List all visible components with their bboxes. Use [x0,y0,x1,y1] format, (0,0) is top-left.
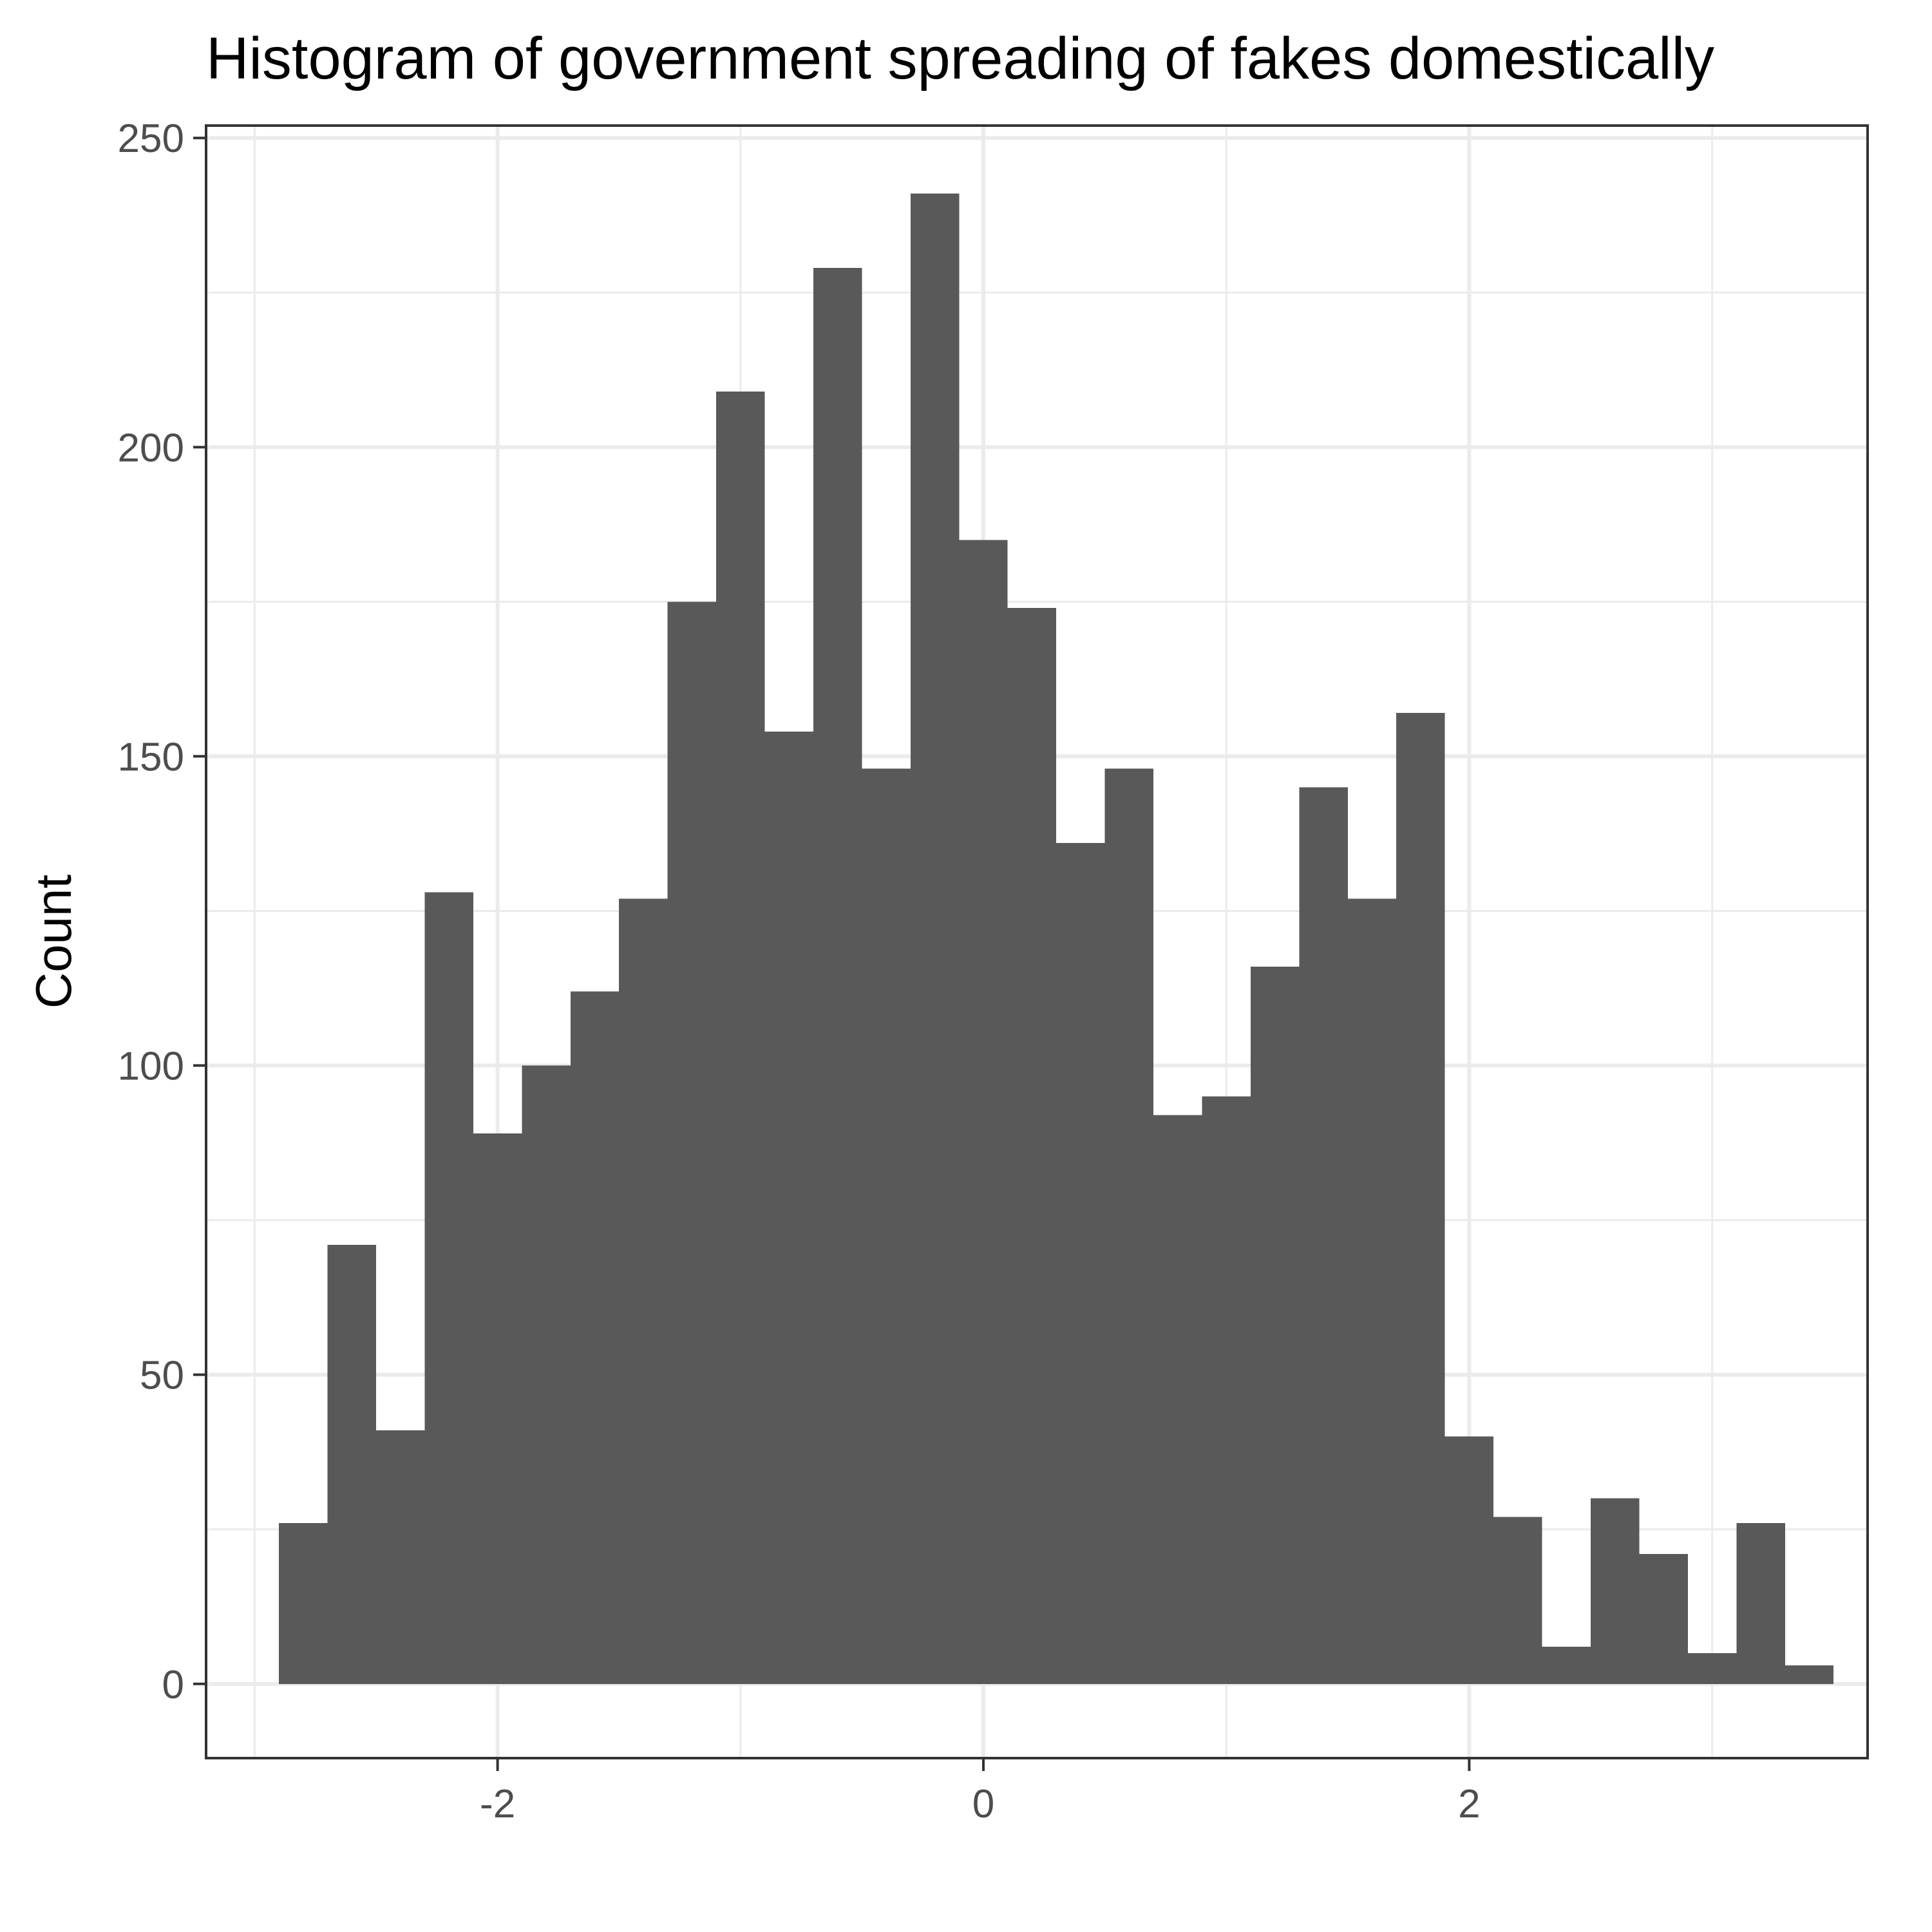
histogram-bar [1250,966,1300,1684]
x-tick-label: 2 [1458,1782,1480,1826]
histogram-bar [424,892,473,1684]
y-tick-label: 50 [140,1354,184,1398]
histogram-bar [1542,1647,1591,1684]
histogram-bar [1493,1517,1542,1684]
histogram-bar [619,898,668,1684]
histogram-bar [667,601,717,1684]
histogram-bar [1299,787,1348,1684]
histogram-bar [1639,1554,1688,1684]
y-tick-label: 0 [162,1663,184,1707]
histogram-bar [862,768,911,1684]
plot-panel-border [205,124,1869,1759]
histogram-bar [1736,1523,1785,1684]
y-axis: 0 50 100 150 200 250 [118,117,206,1707]
histogram-bar [1444,1436,1494,1684]
histogram-bar [910,193,960,1684]
y-tick-label: 150 [118,735,184,779]
histogram-bar [813,267,862,1684]
histogram-bar [1153,1115,1202,1684]
histogram-bar [764,732,813,1684]
histogram-bar [570,991,620,1684]
histogram-bar [1687,1653,1737,1684]
histogram-bar [1591,1498,1640,1684]
histogram-bar [279,1523,328,1684]
y-axis-label: Count [25,875,82,1009]
histogram-bar [1347,898,1397,1684]
histogram-bar [327,1245,377,1684]
histogram-bar [1056,842,1105,1684]
histogram-bar [1007,607,1057,1684]
y-tick-label: 250 [118,117,184,161]
histogram-bar [1104,768,1154,1684]
histogram-bar [376,1430,425,1684]
histogram-bar [522,1065,571,1684]
histogram-bars [279,193,1834,1684]
y-tick-label: 200 [118,426,184,470]
histogram-bar [959,540,1008,1684]
x-tick-label: 0 [972,1782,994,1826]
x-axis: -2 0 2 [480,1758,1481,1826]
histogram-bar [1202,1096,1251,1684]
histogram-bar [473,1133,522,1684]
histogram-bar [716,391,765,1684]
x-tick-label: -2 [480,1782,515,1826]
chart-title: Histogram of government spreading of fak… [206,26,1714,91]
y-tick-label: 100 [118,1045,184,1089]
histogram-bar [1396,713,1445,1684]
histogram-bar [1785,1665,1834,1684]
